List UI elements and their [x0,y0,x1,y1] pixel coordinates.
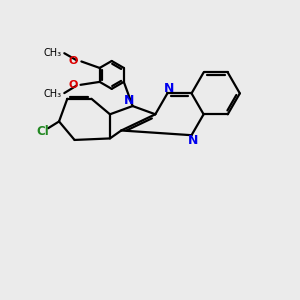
Text: O: O [68,56,78,66]
Text: N: N [188,134,198,147]
Text: N: N [124,94,134,107]
Text: CH₃: CH₃ [44,48,62,58]
Text: O: O [69,80,78,90]
Text: CH₃: CH₃ [44,89,62,99]
Text: Cl: Cl [37,125,49,138]
Text: N: N [164,82,174,94]
